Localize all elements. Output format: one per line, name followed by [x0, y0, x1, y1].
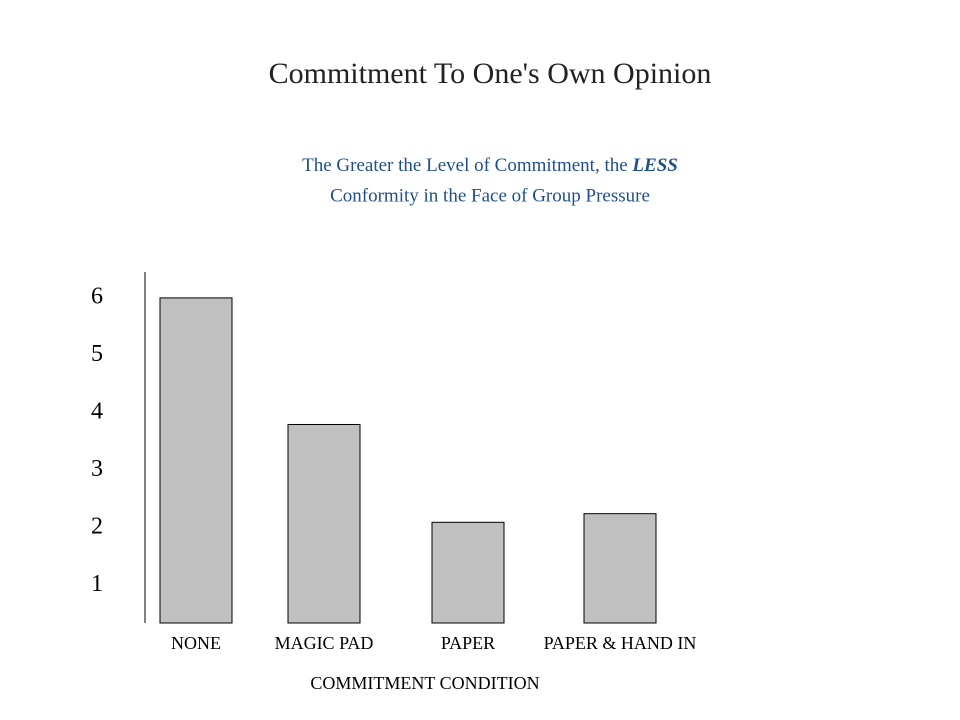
bar	[287, 423, 361, 624]
x-axis-label: COMMITMENT CONDITION	[310, 673, 539, 693]
subtitle-line: Conformity in the Face of Group Pressure	[330, 185, 650, 206]
bar	[431, 521, 505, 624]
chart-title: Commitment To One's Own Opinion	[269, 57, 712, 90]
subtitle-line: The Greater the Level of Commitment, the…	[302, 155, 678, 176]
y-tick-label: 4	[91, 398, 103, 424]
x-tick-label: MAGIC PAD	[275, 633, 374, 653]
bar	[583, 513, 657, 624]
x-tick-label: PAPER & HAND IN	[544, 633, 697, 653]
subtitle-emphasis: LESS	[631, 155, 677, 176]
subtitle-part: The Greater the Level of Commitment, the	[302, 155, 628, 176]
x-tick-label: PAPER	[441, 633, 495, 653]
x-tick-label: NONE	[171, 633, 221, 653]
y-tick-label: 2	[91, 514, 103, 540]
y-tick-label: 6	[91, 283, 103, 309]
y-tick-label: 1	[91, 571, 103, 597]
y-tick-label: 5	[91, 341, 103, 367]
bar	[159, 297, 233, 624]
y-tick-label: 3	[91, 456, 103, 482]
